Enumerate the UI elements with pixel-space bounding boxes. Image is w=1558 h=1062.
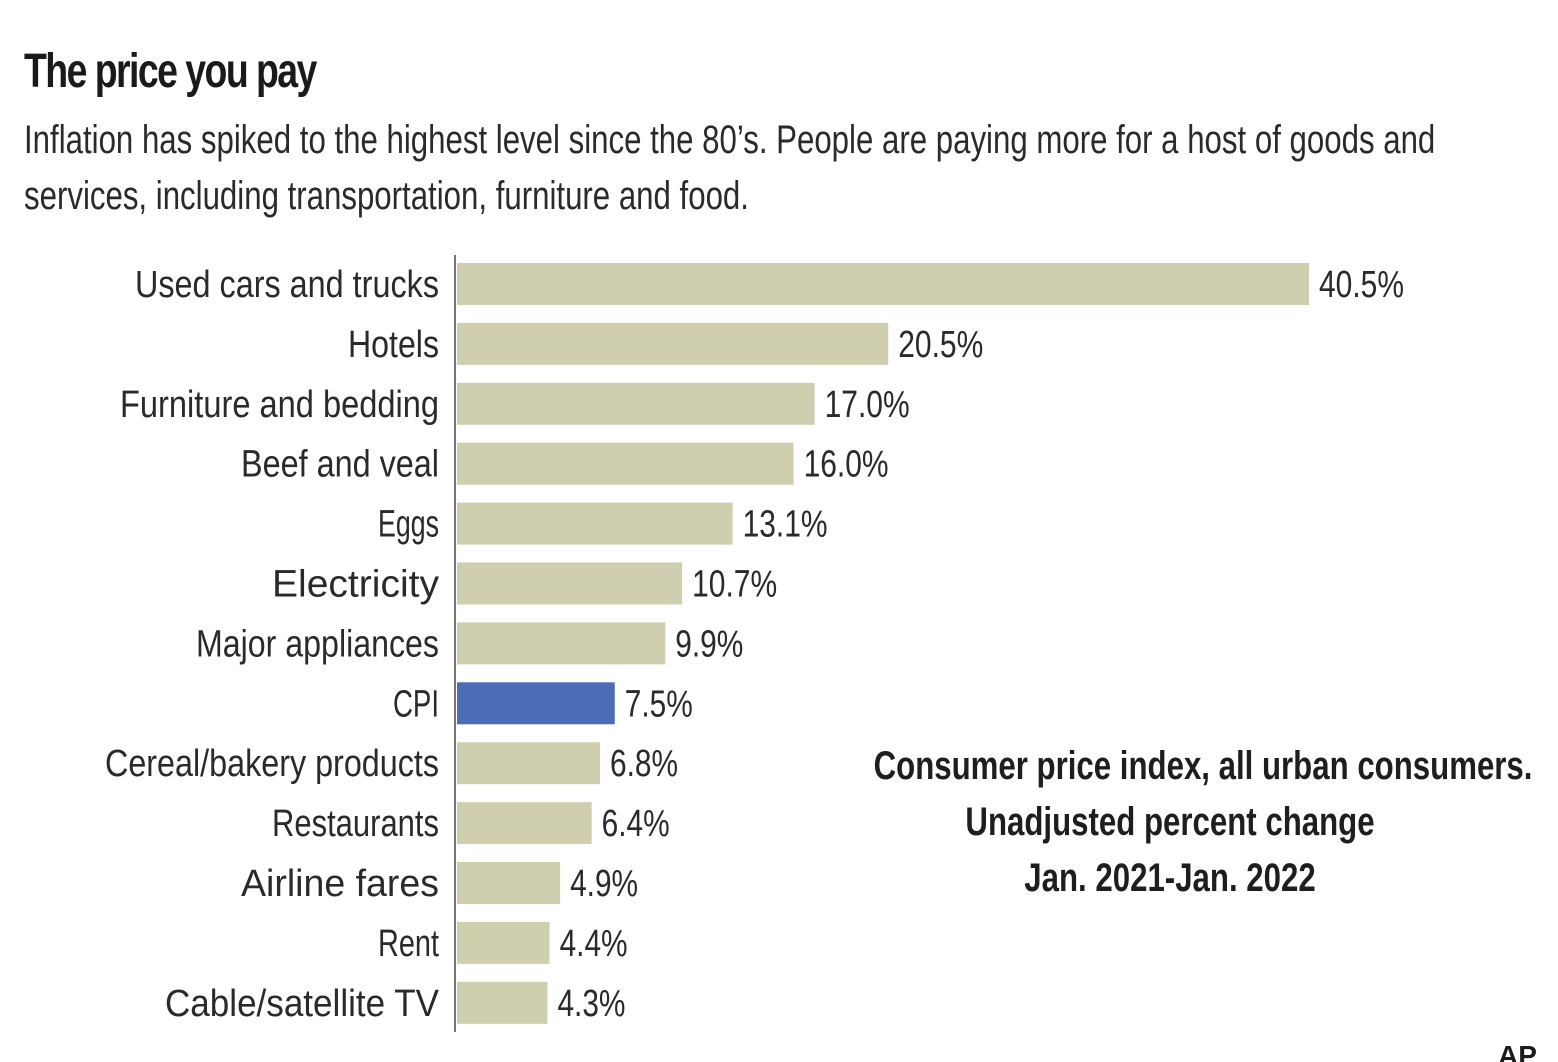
value-label: 40.5% xyxy=(1319,264,1404,306)
bar-group: Furniture and bedding 17.0% xyxy=(120,382,910,426)
value-label: 4.3% xyxy=(557,983,625,1025)
chart-subtitle: Inflation has spiked to the highest leve… xyxy=(24,118,1436,218)
bar-group: Rent 4.4% xyxy=(378,921,628,965)
category-label: Cereal/bakery products xyxy=(105,743,439,785)
category-label: Cable/satellite TV xyxy=(165,983,440,1025)
value-label: 7.5% xyxy=(625,683,693,725)
bar xyxy=(457,322,889,365)
bar-group: Restaurants 6.4% xyxy=(272,802,670,845)
chart-title: The price you pay xyxy=(24,45,317,98)
value-label: 20.5% xyxy=(898,324,983,366)
category-label: Restaurants xyxy=(272,803,439,845)
chart-annotation: Consumer price index, all urban consumer… xyxy=(790,738,1550,906)
bar xyxy=(457,442,794,485)
bar-group: Airline fares 4.9% xyxy=(241,862,638,905)
bar-group: CPI 7.5% xyxy=(393,682,693,725)
category-label: CPI xyxy=(393,683,439,725)
value-label: 9.9% xyxy=(675,623,743,665)
bar-group: Beef and veal 16.0% xyxy=(241,442,889,486)
category-label: Furniture and bedding xyxy=(120,384,439,426)
category-label: Used cars and trucks xyxy=(135,264,439,306)
bar xyxy=(457,802,592,845)
source-credit: AP xyxy=(1498,1040,1537,1062)
category-label: Eggs xyxy=(378,504,439,546)
category-label: Electricity xyxy=(272,564,439,606)
bar-group: Used cars and trucks 40.5% xyxy=(135,263,1404,306)
bar-group: Cable/satellite TV 4.3% xyxy=(165,981,625,1025)
category-label: Major appliances xyxy=(196,623,439,665)
bar-group: Major appliances 9.9% xyxy=(196,622,743,665)
bar xyxy=(457,981,548,1024)
annotation-line-1: Consumer price index, all urban consumer… xyxy=(873,744,1533,788)
category-label: Airline fares xyxy=(241,863,439,905)
category-label: Beef and veal xyxy=(241,444,439,486)
bar xyxy=(457,622,666,665)
value-label: 10.7% xyxy=(692,564,777,606)
value-label: 6.8% xyxy=(610,743,678,785)
value-label: 4.9% xyxy=(570,863,638,905)
bar xyxy=(457,562,683,605)
bar-highlight xyxy=(457,682,615,725)
bar xyxy=(457,862,561,904)
bar xyxy=(457,921,550,964)
annotation-line-3: Jan. 2021-Jan. 2022 xyxy=(1024,856,1316,900)
bar-group: Hotels 20.5% xyxy=(348,322,983,366)
value-label: 4.4% xyxy=(560,923,628,965)
bar xyxy=(457,742,601,785)
annotation-line-2: Unadjusted percent change xyxy=(965,800,1375,844)
value-label: 6.4% xyxy=(602,803,670,845)
bar xyxy=(457,502,733,545)
value-label: 13.1% xyxy=(743,504,828,546)
bar-group: Cereal/bakery products 6.8% xyxy=(105,742,678,785)
value-label: 17.0% xyxy=(825,384,910,426)
bar-group: Electricity 10.7% xyxy=(272,562,777,606)
bar-group: Eggs 13.1% xyxy=(378,502,828,546)
value-label: 16.0% xyxy=(804,444,889,486)
category-label: Hotels xyxy=(348,324,439,366)
bar-chart: Used cars and trucks 40.5% Hotels 20.5% Furn… xyxy=(105,255,1404,1032)
bar xyxy=(457,263,1309,305)
bar xyxy=(457,382,815,425)
category-label: Rent xyxy=(378,923,439,965)
